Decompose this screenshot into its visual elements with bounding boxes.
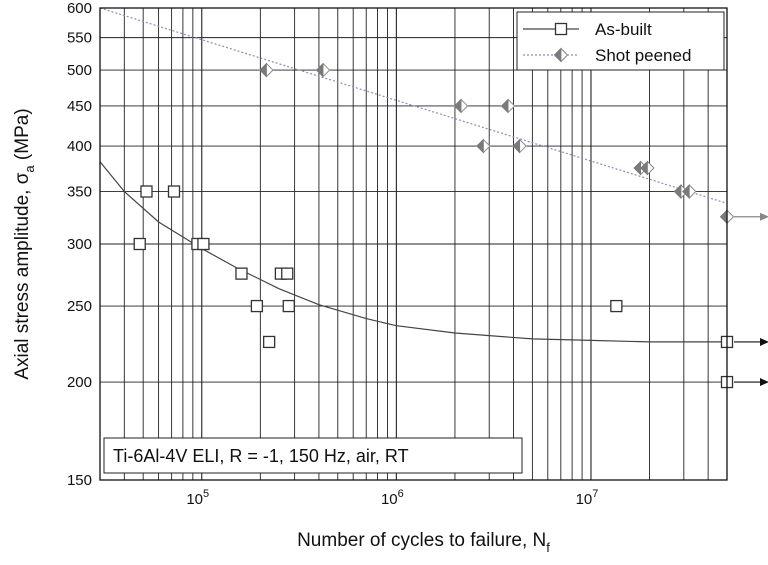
runout-arrow-head bbox=[760, 212, 768, 221]
y-tick-label: 450 bbox=[67, 98, 92, 115]
annotation-text: Ti-6Al-4V ELI, R = -1, 150 Hz, air, RT bbox=[113, 446, 409, 466]
shot-peened-point bbox=[640, 160, 655, 176]
diamond-fill-half bbox=[259, 62, 267, 78]
diamond-fill-half bbox=[640, 160, 648, 176]
as-built-point bbox=[281, 267, 294, 280]
as-built-point bbox=[263, 335, 276, 349]
legend-marker-as-built bbox=[554, 22, 568, 36]
y-axis-title: Axial stress amplitude, σa (MPa) bbox=[12, 108, 37, 379]
annotation-frame bbox=[103, 437, 523, 474]
diamond-fill-half bbox=[682, 184, 690, 199]
y-tick-label: 600 bbox=[67, 0, 92, 17]
as-built-point bbox=[235, 267, 248, 280]
x-tick-exponent: 6 bbox=[398, 488, 404, 500]
y-tick-label: 150 bbox=[67, 472, 92, 489]
x-tick-label: 105 bbox=[186, 488, 209, 508]
shot-peened-point bbox=[453, 98, 469, 114]
as-built-runout-arrow bbox=[734, 337, 768, 346]
fit-curves bbox=[99, 7, 728, 343]
x-tick-exponent: 5 bbox=[203, 488, 209, 500]
as-built-point bbox=[167, 185, 181, 198]
shot-peened-point bbox=[682, 184, 697, 199]
y-tick-label: 350 bbox=[67, 184, 92, 201]
y-axis-title-subscript: a bbox=[22, 165, 37, 173]
diamond-fill-half bbox=[501, 98, 509, 114]
legend-box bbox=[516, 11, 725, 71]
as-built-runout-arrow bbox=[734, 378, 768, 387]
y-tick-label: 550 bbox=[67, 30, 92, 47]
shot-peened-point bbox=[512, 138, 527, 154]
x-tick-label: 106 bbox=[381, 488, 404, 508]
annotation-box: Ti-6Al-4V ELI, R = -1, 150 Hz, air, RT bbox=[103, 437, 523, 474]
data-points bbox=[133, 62, 768, 389]
x-axis-title-text: Number of cycles to failure, N bbox=[297, 530, 546, 551]
shot-peened-fit-curve bbox=[99, 7, 728, 204]
as-built-point bbox=[140, 185, 153, 198]
y-tick-label: 300 bbox=[67, 236, 92, 253]
y-axis-title-unit: (MPa) bbox=[12, 108, 33, 165]
legend-label-shot-peened: Shot peened bbox=[595, 46, 691, 65]
shot-peened-point bbox=[315, 62, 331, 78]
x-tick-exponent: 7 bbox=[592, 488, 598, 500]
shot-peened-point bbox=[476, 138, 491, 154]
x-axis-title: Number of cycles to failure, Nf bbox=[297, 530, 550, 555]
runout-arrow-head bbox=[760, 378, 768, 387]
diamond-fill-half bbox=[673, 184, 682, 199]
y-tick-label: 200 bbox=[67, 374, 92, 391]
x-axis-title-subscript: f bbox=[546, 540, 550, 555]
y-axis-title-text: Axial stress amplitude, σ bbox=[12, 172, 33, 379]
as-built-point bbox=[282, 299, 295, 313]
legend: As-built Shot peened bbox=[516, 11, 725, 71]
as-built-point bbox=[133, 237, 146, 251]
x-tick-label: 107 bbox=[576, 488, 599, 508]
runout-arrow-head bbox=[760, 337, 768, 346]
x-tick-base: 10 bbox=[381, 491, 398, 508]
shot-peened-runout-arrow bbox=[734, 212, 768, 221]
diamond-fill-half bbox=[453, 98, 462, 114]
diamond-fill-half bbox=[315, 62, 324, 78]
as-built-point bbox=[610, 299, 623, 313]
x-tick-base: 10 bbox=[576, 491, 593, 508]
as-built-fit-curve bbox=[99, 161, 727, 343]
as-built-point bbox=[197, 237, 210, 251]
y-tick-label: 250 bbox=[67, 298, 92, 315]
shot-peened-point bbox=[259, 62, 274, 78]
y-tick-label: 400 bbox=[67, 138, 92, 155]
legend-label-as-built: As-built bbox=[595, 20, 652, 39]
y-tick-label: 500 bbox=[67, 62, 92, 79]
legend-marker-shot-peened bbox=[553, 47, 569, 63]
diamond-fill-half bbox=[476, 138, 484, 154]
plot-frame bbox=[99, 7, 728, 481]
diamond-fill-half bbox=[512, 138, 521, 154]
shot-peened-point bbox=[500, 98, 516, 114]
x-tick-base: 10 bbox=[186, 491, 203, 508]
as-built-point bbox=[250, 299, 264, 313]
diamond-fill-half bbox=[553, 47, 562, 63]
